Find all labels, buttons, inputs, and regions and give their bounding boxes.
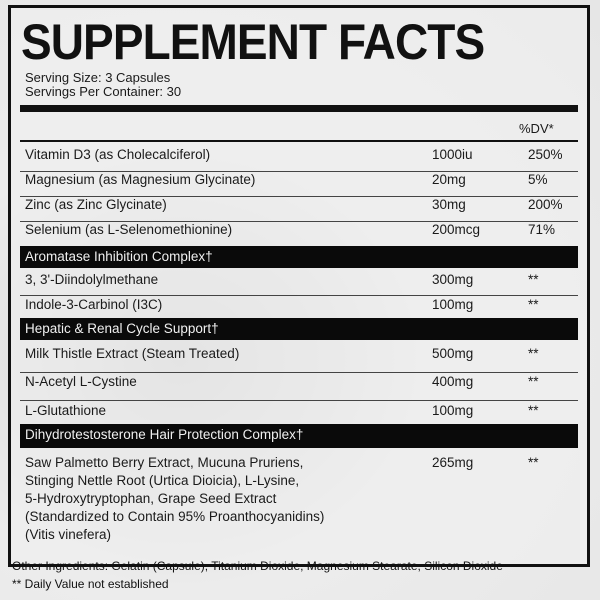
nutrient-dv: 5% <box>528 172 548 187</box>
section-header: Dihydrotestosterone Hair Protection Comp… <box>20 424 578 448</box>
supplement-facts-panel: SUPPLEMENT FACTS Serving Size: 3 Capsule… <box>8 5 590 567</box>
nutrient-amount: 20mg <box>432 172 466 187</box>
dv-header: %DV* <box>519 121 554 136</box>
nutrient-name: Zinc (as Zinc Glycinate) <box>25 197 167 212</box>
nutrient-row: Zinc (as Zinc Glycinate) 30mg 200% <box>20 197 578 222</box>
nutrient-dv: 71% <box>528 222 556 237</box>
nutrient-amount: 30mg <box>432 197 466 212</box>
other-ingredients: Other Ingredients: Gelatin (Capsule), Ti… <box>12 559 503 573</box>
nutrient-row: N-Acetyl L-Cystine 400mg ** <box>20 374 578 401</box>
nutrient-dv: ** <box>528 297 539 312</box>
nutrient-amount: 400mg <box>432 374 474 389</box>
nutrient-dv: 200% <box>528 197 563 212</box>
nutrient-dv: ** <box>528 403 539 418</box>
divider <box>20 140 578 142</box>
nutrient-name: Indole-3-Carbinol (I3C) <box>25 297 163 312</box>
nutrient-row: Selenium (as L-Selenomethionine) 200mcg 71… <box>20 222 578 246</box>
serving-size: Serving Size: 3 Capsules <box>25 70 171 85</box>
nutrient-name: N-Acetyl L-Cystine <box>25 374 137 389</box>
nutrient-name: Saw Palmetto Berry Extract, Mucuna Pruri… <box>25 455 325 542</box>
nutrient-amount: 200mcg <box>432 222 481 237</box>
nutrient-amount: 100mg <box>432 403 474 418</box>
nutrient-name: L-Glutathione <box>25 403 107 418</box>
nutrient-name: Vitamin D3 (as Cholecalciferol) <box>25 147 211 162</box>
nutrient-dv: 250% <box>528 147 563 162</box>
thick-divider <box>20 105 578 112</box>
nutrient-amount: 100mg <box>432 297 474 312</box>
nutrient-row: Milk Thistle Extract (Steam Treated) 500m… <box>20 346 578 373</box>
nutrient-row: Magnesium (as Magnesium Glycinate) 20mg 5% <box>20 172 578 197</box>
nutrient-dv: ** <box>528 346 539 361</box>
nutrient-row: L-Glutathione 100mg ** <box>20 403 578 423</box>
panel-title: SUPPLEMENT FACTS <box>21 14 485 70</box>
servings-per-container: Servings Per Container: 30 <box>25 84 182 99</box>
nutrient-amount: 1000iu <box>432 147 473 162</box>
section-header: Aromatase Inhibition Complex† <box>20 246 578 268</box>
nutrient-row: Vitamin D3 (as Cholecalciferol) 1000iu 250… <box>20 147 578 172</box>
nutrient-name: Magnesium (as Magnesium Glycinate) <box>25 172 256 187</box>
nutrient-name: Selenium (as L-Selenomethionine) <box>25 222 233 237</box>
nutrient-dv: ** <box>528 455 539 470</box>
nutrient-row: Saw Palmetto Berry Extract, Mucuna Pruri… <box>20 454 578 554</box>
nutrient-amount: 500mg <box>432 346 474 361</box>
nutrient-dv: ** <box>528 272 539 287</box>
nutrient-row: Indole-3-Carbinol (I3C) 100mg ** <box>20 297 578 317</box>
nutrient-dv: ** <box>528 374 539 389</box>
nutrient-amount: 300mg <box>432 272 474 287</box>
daily-value-footnote: ** Daily Value not established <box>12 577 169 591</box>
section-header: Hepatic & Renal Cycle Support† <box>20 318 578 340</box>
nutrient-amount: 265mg <box>432 455 474 470</box>
nutrient-name: 3, 3'-Diindolylmethane <box>25 272 159 287</box>
nutrient-name: Milk Thistle Extract (Steam Treated) <box>25 346 240 361</box>
nutrient-row: 3, 3'-Diindolylmethane 300mg ** <box>20 272 578 296</box>
